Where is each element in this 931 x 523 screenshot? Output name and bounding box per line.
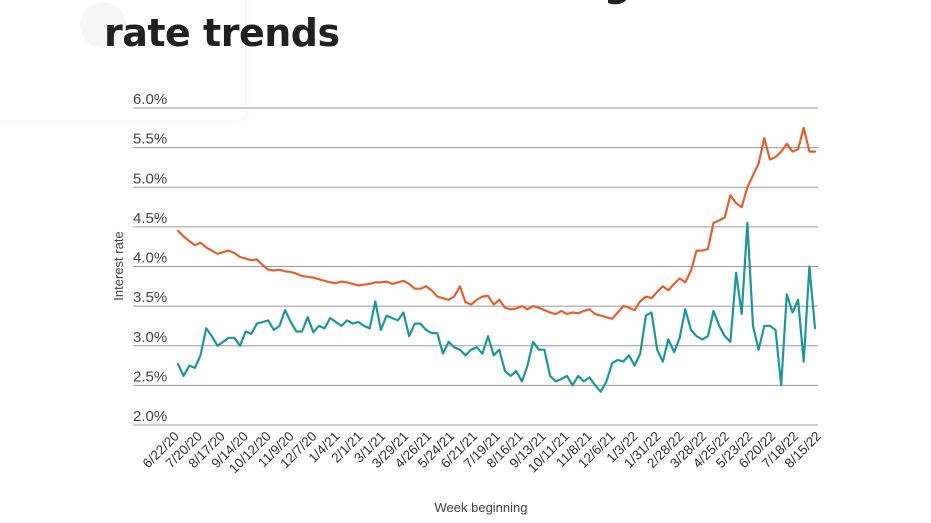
y-tick-label: 3.0% xyxy=(133,329,167,346)
page-title-line-1: Conventional refinancing historical xyxy=(104,0,839,8)
y-tick-label: 4.5% xyxy=(133,210,167,227)
y-tick-label: 2.5% xyxy=(133,368,167,385)
y-tick-label: 5.5% xyxy=(133,131,167,148)
y-tick-label: 6.0% xyxy=(133,91,167,108)
y-tick-label: 4.0% xyxy=(133,250,167,267)
series-line-2 xyxy=(176,221,817,393)
y-axis-ticks: 2.0% 2.5% 3.0% 3.5% 4.0% 4.5% 5.0% 5.5% 6.0% xyxy=(133,91,167,425)
page-title-line-2: rate trends xyxy=(104,11,340,55)
y-axis-label: Interest rate xyxy=(111,231,126,300)
page-title: Conventional refinancing historical rate… xyxy=(104,0,839,58)
series-line-1 xyxy=(176,126,817,320)
gridlines xyxy=(133,107,818,426)
y-tick-label: 3.5% xyxy=(133,289,167,306)
series-lines xyxy=(176,126,817,393)
x-axis-label: Week beginning xyxy=(435,500,528,515)
x-axis-ticks: 6/22/207/20/208/17/209/14/2010/12/2011/9… xyxy=(140,429,824,477)
decorative-circle xyxy=(80,2,126,48)
y-tick-label: 2.0% xyxy=(133,408,167,425)
y-tick-label: 5.0% xyxy=(133,170,167,187)
